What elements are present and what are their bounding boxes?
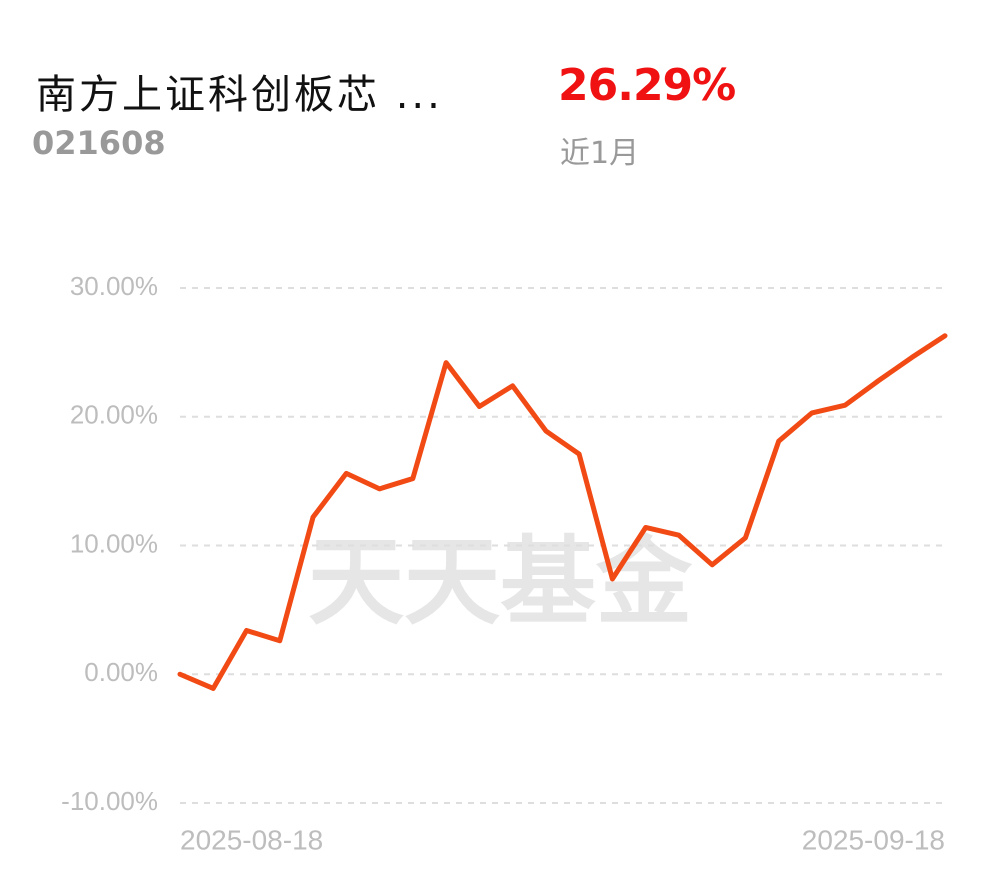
fund-code: 021608: [32, 124, 166, 162]
y-tick-label: 0.00%: [84, 657, 158, 687]
return-value: 26.29%: [558, 60, 736, 111]
y-tick-label: -10.00%: [61, 786, 158, 816]
x-tick-label: 2025-09-18: [802, 824, 945, 855]
y-tick-label: 30.00%: [70, 271, 158, 301]
y-tick-label: 10.00%: [70, 528, 158, 558]
fund-title: 南方上证科创板芯 ...: [36, 72, 443, 118]
watermark: 天天基金: [308, 525, 693, 638]
x-tick-label: 2025-08-18: [180, 824, 323, 855]
line: [177, 333, 948, 691]
period-label: 近1月: [560, 136, 640, 171]
y-tick-label: 20.00%: [70, 400, 158, 430]
